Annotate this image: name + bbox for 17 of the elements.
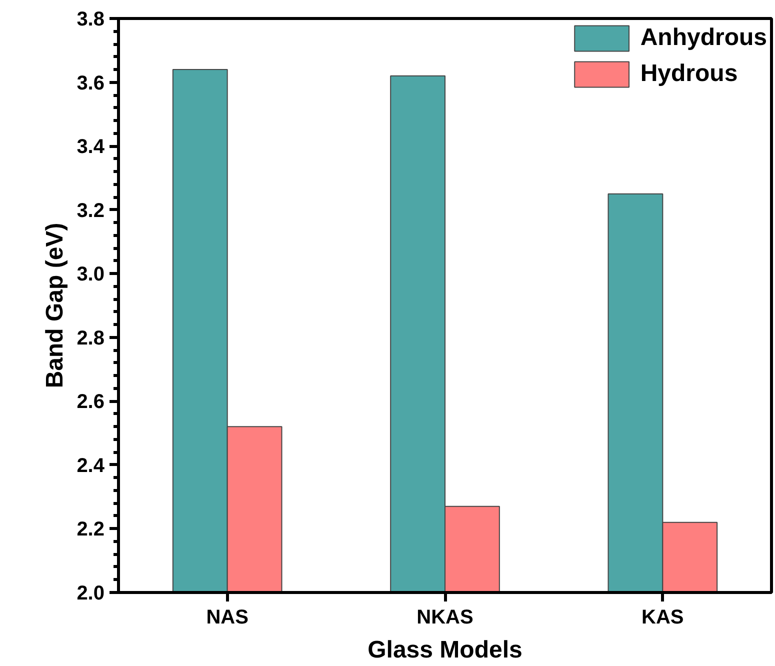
y-tick-label: 3.8	[76, 8, 105, 30]
x-tick-label: NKAS	[416, 606, 474, 628]
y-tick-label: 3.2	[76, 200, 105, 222]
legend-label: Anhydrous	[640, 24, 767, 52]
x-axis-title: Glass Models	[368, 636, 522, 664]
x-tick-label: NAS	[206, 606, 248, 628]
y-tick-label: 2.0	[76, 582, 105, 604]
y-tick-label: 3.6	[76, 72, 105, 94]
legend-label: Hydrous	[640, 60, 738, 88]
y-tick-label: 2.6	[76, 391, 105, 414]
y-tick-label: 2.8	[76, 327, 105, 350]
y-tick-label: 3.0	[76, 264, 105, 286]
y-tick-label: 2.2	[76, 518, 105, 541]
x-tick-label: KAS	[642, 606, 684, 628]
y-tick-label: 2.4	[76, 454, 106, 477]
y-axis-title: Band Gap (eV)	[42, 222, 69, 388]
y-tick-label: 3.4	[76, 136, 106, 158]
